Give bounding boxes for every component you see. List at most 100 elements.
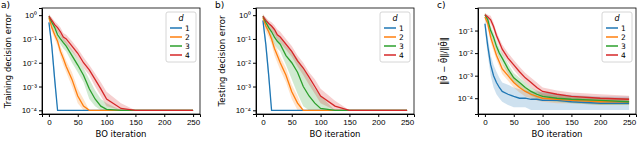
x-tick-label: 50 xyxy=(74,118,83,127)
x-axis-line xyxy=(43,115,201,118)
x-tick-mark xyxy=(292,114,293,117)
x-axis-line xyxy=(257,115,415,118)
y-tick-label: 10⁻³ xyxy=(458,72,473,81)
chart-root: 05010015020025010⁻⁴10⁻³10⁻²10⁻¹10⁰BO ite… xyxy=(0,0,640,145)
x-tick-label: 100 xyxy=(536,118,550,127)
x-axis: 050100150200250 xyxy=(479,114,637,127)
legend-title: d xyxy=(614,14,620,23)
legend-swatch xyxy=(170,54,182,56)
legend-frame xyxy=(166,12,196,62)
legend-label: 1 xyxy=(621,24,626,33)
y-tick: 10⁻⁴ xyxy=(22,106,42,115)
y-tick: 10⁻⁴ xyxy=(458,94,478,103)
x-tick-mark xyxy=(193,114,194,117)
x-tick-mark xyxy=(164,114,165,117)
y-axis-title: ‖θ̂ − θ̄‖/‖θ̄‖ xyxy=(437,37,449,85)
x-axis-title: BO iteration xyxy=(532,129,583,139)
x-tick: 250 xyxy=(623,114,637,127)
y-tick-mark xyxy=(39,39,42,40)
x-tick-mark xyxy=(78,114,79,117)
x-tick: 150 xyxy=(129,114,143,127)
x-tick: 50 xyxy=(74,114,83,127)
legend-label: 4 xyxy=(621,51,626,60)
panel: 05010015020025010⁻⁴10⁻³10⁻²10⁻¹BO iterat… xyxy=(437,0,637,139)
x-tick-label: 50 xyxy=(288,118,297,127)
x-axis: 050100150200250 xyxy=(43,114,201,127)
x-tick-label: 50 xyxy=(510,118,519,127)
y-tick-mark xyxy=(475,76,478,77)
x-tick-label: 0 xyxy=(483,118,488,127)
legend-swatch xyxy=(606,45,618,47)
x-tick: 150 xyxy=(565,114,579,127)
y-tick-mark xyxy=(39,15,42,16)
x-tick-label: 0 xyxy=(261,118,266,127)
x-tick-label: 150 xyxy=(129,118,143,127)
x-tick: 250 xyxy=(187,114,201,127)
x-axis-title: BO iteration xyxy=(96,129,147,139)
y-tick-label: 10⁻⁴ xyxy=(458,94,474,103)
y-tick-mark xyxy=(253,39,256,40)
x-tick: 150 xyxy=(343,114,357,127)
x-tick: 200 xyxy=(158,114,172,127)
legend-label: 1 xyxy=(185,24,190,33)
legend-label: 2 xyxy=(399,33,404,42)
y-axis: 10⁻⁴10⁻³10⁻²10⁻¹10⁰ xyxy=(22,9,43,116)
y-tick-mark xyxy=(475,98,478,99)
legend-swatch xyxy=(606,54,618,56)
x-tick-mark xyxy=(135,114,136,117)
y-tick-label: 10⁰ xyxy=(239,11,251,20)
panel-label: c) xyxy=(437,0,445,10)
y-tick: 10⁻³ xyxy=(458,72,478,81)
legend-title: d xyxy=(392,14,398,23)
x-tick-mark xyxy=(407,114,408,117)
plot-frame xyxy=(478,8,636,114)
panel: 05010015020025010⁻⁴10⁻³10⁻²10⁻¹10⁰BO ite… xyxy=(215,0,415,139)
x-tick: 0 xyxy=(47,114,52,127)
y-tick-label: 10⁻⁴ xyxy=(22,106,38,115)
x-axis-title: BO iteration xyxy=(310,129,361,139)
y-tick: 10⁻¹ xyxy=(458,27,478,36)
legend-label: 4 xyxy=(399,51,404,60)
x-tick-mark xyxy=(485,114,486,117)
y-tick: 10⁻³ xyxy=(22,83,42,92)
y-tick: 10⁻³ xyxy=(236,83,256,92)
y-tick: 10⁰ xyxy=(239,11,256,20)
x-tick-label: 250 xyxy=(401,118,415,127)
legend-swatch xyxy=(606,27,618,29)
y-tick: 10⁻² xyxy=(22,59,42,68)
x-tick: 50 xyxy=(288,114,297,127)
legend-frame xyxy=(602,12,632,62)
panel-label: b) xyxy=(215,0,224,10)
x-tick-mark xyxy=(349,114,350,117)
y-tick-mark xyxy=(475,31,478,32)
y-tick-label: 10⁻² xyxy=(236,59,251,68)
y-tick-label: 10⁻³ xyxy=(22,83,37,92)
x-tick: 0 xyxy=(483,114,488,127)
x-tick-mark xyxy=(629,114,630,117)
y-tick-mark xyxy=(39,87,42,88)
x-tick-mark xyxy=(263,114,264,117)
y-tick-label: 10⁻¹ xyxy=(22,35,37,44)
x-tick-label: 200 xyxy=(372,118,386,127)
x-tick-label: 150 xyxy=(343,118,357,127)
x-tick-label: 100 xyxy=(314,118,328,127)
x-tick: 100 xyxy=(314,114,328,127)
y-tick: 10⁻¹ xyxy=(236,35,256,44)
legend-swatch xyxy=(170,27,182,29)
y-tick-mark xyxy=(253,63,256,64)
plot-frame xyxy=(256,8,414,114)
legend-title: d xyxy=(178,14,184,23)
x-tick-mark xyxy=(107,114,108,117)
y-axis: 10⁻⁴10⁻³10⁻²10⁻¹10⁰ xyxy=(236,9,257,116)
legend-label: 3 xyxy=(621,42,626,51)
legend-label: 3 xyxy=(185,42,190,51)
y-tick-mark xyxy=(253,110,256,111)
y-tick-mark xyxy=(475,53,478,54)
x-tick-mark xyxy=(514,114,515,117)
y-tick-label: 10⁻¹ xyxy=(236,35,251,44)
x-axis: 0 50 100 150 200 250 xyxy=(257,114,415,127)
y-tick-mark xyxy=(39,110,42,111)
y-tick-label: 10⁻² xyxy=(458,49,473,58)
panel-label: a) xyxy=(1,0,10,10)
y-tick: 10⁻¹ xyxy=(22,35,42,44)
